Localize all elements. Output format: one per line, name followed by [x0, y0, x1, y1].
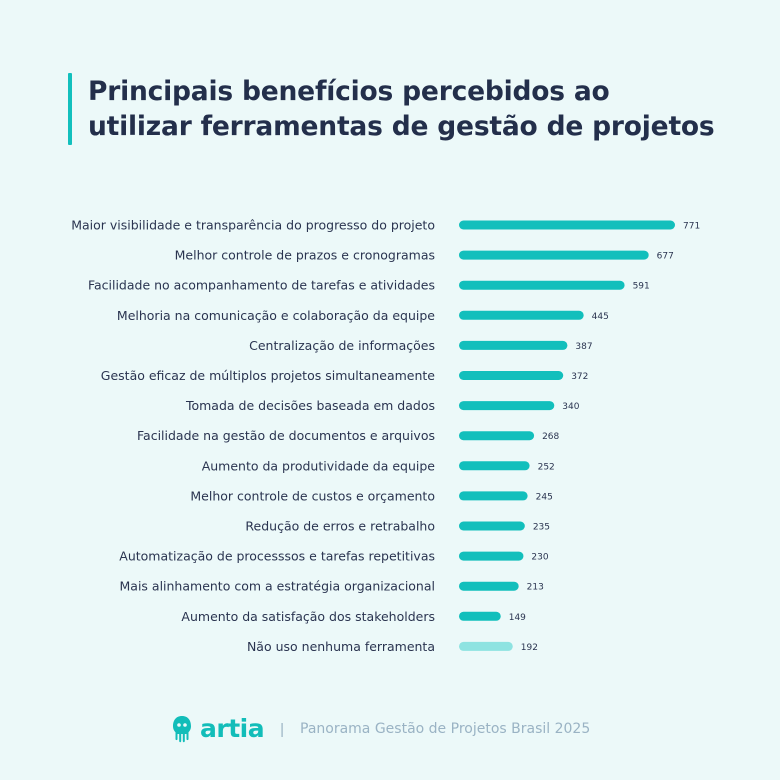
data-label: 340 [562, 402, 579, 412]
data-label: 192 [521, 643, 538, 653]
category-label: Melhoria na comunicação e colaboração da… [117, 308, 435, 323]
data-label: 771 [683, 222, 700, 232]
bar [459, 581, 519, 591]
bar [459, 310, 584, 320]
bar [459, 371, 564, 380]
data-label: 268 [542, 432, 559, 442]
bar [459, 220, 675, 230]
bar [459, 250, 649, 260]
bar [459, 611, 501, 621]
category-label: Aumento da produtividade da equipe [202, 458, 436, 473]
data-label: 445 [592, 312, 609, 322]
data-label: 387 [575, 342, 592, 352]
category-label: Centralização de informações [249, 338, 435, 353]
category-label: Facilidade no acompanhamento de tarefas … [88, 278, 435, 293]
chart-title: Principais benefícios percebidos ao util… [88, 74, 768, 144]
category-label: Mais alinhamento com a estratégia organi… [120, 579, 436, 594]
brand-logo-text: artia [200, 714, 265, 743]
footer: artia | Panorama Gestão de Projetos Bras… [170, 712, 590, 746]
category-label: Melhor controle de prazos e cronogramas [175, 248, 435, 263]
data-label: 245 [536, 492, 553, 502]
data-label: 591 [633, 282, 650, 292]
octopus-logo-icon [173, 716, 191, 743]
data-label: 252 [538, 462, 555, 472]
category-label: Automatização de processsos e tarefas re… [119, 549, 435, 564]
bar-chart: Maior visibilidade e transparência do pr… [71, 218, 700, 654]
footer-caption: Panorama Gestão de Projetos Brasil 2025 [300, 721, 591, 737]
chart-title-line-2: utilizar ferramentas de gestão de projet… [88, 111, 715, 142]
category-label: Facilidade na gestão de documentos e arq… [137, 428, 435, 443]
bar [459, 401, 555, 411]
category-label: Não uso nenhuma ferramenta [247, 639, 435, 654]
bar [459, 431, 535, 441]
title-accent-bar [68, 73, 72, 145]
category-label: Tomada de decisões baseada em dados [185, 398, 435, 413]
data-label: 213 [527, 583, 544, 593]
data-label: 677 [657, 252, 674, 262]
data-label: 149 [509, 613, 526, 623]
data-label: 235 [533, 523, 550, 533]
bar [459, 491, 528, 501]
category-label: Redução de erros e retrabalho [245, 519, 435, 534]
bar [459, 521, 525, 531]
bar [459, 461, 530, 471]
category-label: Aumento da satisfação dos stakeholders [181, 609, 435, 624]
data-label: 372 [571, 372, 588, 382]
bar [459, 641, 513, 651]
category-label: Maior visibilidade e transparência do pr… [71, 218, 435, 233]
category-label: Melhor controle de custos e orçamento [190, 488, 435, 503]
bar [459, 340, 568, 350]
chart-title-line-1: Principais benefícios percebidos ao [88, 76, 610, 107]
category-label: Gestão eficaz de múltiplos projetos simu… [101, 368, 436, 383]
bar [459, 280, 625, 290]
bar [459, 551, 524, 561]
data-label: 230 [531, 553, 548, 563]
footer-separator: | [280, 720, 284, 738]
